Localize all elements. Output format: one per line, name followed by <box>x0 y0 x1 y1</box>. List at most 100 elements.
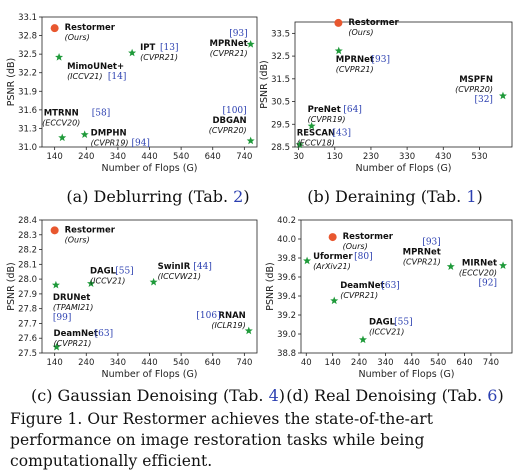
method-label: MimoUNet+(ICCV21) [14] <box>67 62 126 82</box>
method-venue: (CVPR20) <box>455 85 493 94</box>
y-tick-label: 31.0 <box>18 143 37 153</box>
method-citation: [63] <box>95 329 113 339</box>
method-citation: [94] <box>131 139 149 149</box>
method-citation: [106] <box>196 311 220 321</box>
y-tick-label: 31.5 <box>271 75 290 85</box>
method-name: SwinIR <box>158 262 191 272</box>
method-name: MSPFN <box>459 75 493 85</box>
y-tick-label: 27.7 <box>18 319 37 329</box>
method-label: RESCAN(ECCV18)[43] <box>297 129 351 148</box>
panel-caption-close: ) <box>477 187 483 206</box>
baseline-star-marker <box>149 277 158 286</box>
method-venue: (CVPR20) <box>209 126 247 135</box>
method-venue: (ECCV20) <box>459 269 497 278</box>
x-tick-label: 540 <box>173 358 189 368</box>
y-tick-label: 28.5 <box>271 143 290 153</box>
method-venue: (Ours) <box>343 242 368 251</box>
method-name: Restormer <box>65 225 116 235</box>
panel-caption: (a) Deblurring (Tab. 2) <box>66 187 249 206</box>
baseline-star-marker <box>246 40 255 48</box>
method-venue: (CVPR21) <box>336 65 374 74</box>
method-venue: (CVPR21) <box>403 258 441 267</box>
y-tick-label: 31.9 <box>18 87 37 97</box>
x-tick-label: 240 <box>78 358 94 368</box>
y-tick-label: 27.9 <box>18 290 37 300</box>
method-venue: (ICCV21) <box>90 277 125 286</box>
baseline-star-marker <box>87 279 95 287</box>
method-label: Restormer(Ours) <box>348 18 399 37</box>
method-citation: [14] <box>108 72 126 82</box>
method-citation: [93] <box>422 238 440 248</box>
panel-caption-text: (c) Gaussian Denoising (Tab. <box>31 386 269 405</box>
method-venue: (CVPR21) <box>340 291 378 300</box>
method-venue: (CVPR21) <box>54 339 92 348</box>
baseline-star-marker <box>51 280 60 289</box>
y-tick-label: 28.2 <box>18 246 37 256</box>
method-venue: (ICCVW21) <box>158 272 201 281</box>
method-citation: [58] <box>92 109 110 119</box>
y-tick-label: 27.8 <box>18 305 37 315</box>
method-venue: (Ours) <box>65 33 90 42</box>
x-tick-label: 140 <box>47 358 63 368</box>
x-tick-label: 140 <box>325 358 341 368</box>
x-tick-label: 740 <box>236 152 252 162</box>
method-citation: [99] <box>53 313 71 323</box>
method-venue: (ArXiv21) <box>313 262 351 271</box>
x-axis-label: Number of Flops (G) <box>355 163 451 174</box>
y-tick-label: 40.0 <box>277 235 296 245</box>
method-name: MPRNet <box>403 248 441 258</box>
y-tick-label: 39.0 <box>277 330 296 340</box>
figure-caption: Figure 1. Our Restormer achieves the sta… <box>10 409 516 472</box>
method-name: Uformer <box>313 252 353 262</box>
baseline-star-marker <box>55 53 64 61</box>
y-axis-label: PSNR (dB) <box>6 58 17 106</box>
y-tick-label: 32.5 <box>18 50 37 60</box>
y-axis-label: PSNR (dB) <box>259 60 270 108</box>
panel-caption-ref: 4 <box>269 386 279 405</box>
method-label: MPRNet(CVPR21)[93] <box>336 55 390 74</box>
y-tick-label: 33.1 <box>18 13 37 23</box>
baseline-star-marker <box>498 91 507 100</box>
method-citation: [55] <box>394 318 412 328</box>
method-label: MPRNet(CVPR21) [93] <box>403 238 441 267</box>
proposed-marker <box>328 233 337 242</box>
method-name: DAGL <box>369 318 396 328</box>
method-citation: [64] <box>343 105 361 115</box>
y-tick-label: 32.2 <box>18 69 37 79</box>
method-citation: [32] <box>474 95 492 105</box>
baseline-star-marker <box>58 133 67 142</box>
method-citation: [93] <box>372 55 390 65</box>
plot-frame <box>294 21 513 148</box>
proposed-marker <box>50 24 59 33</box>
panel-caption-ref: 1 <box>466 187 476 206</box>
y-tick-label: 30.5 <box>271 98 290 108</box>
panel-caption-ref: 2 <box>233 187 243 206</box>
method-venue: (CVPR21) <box>140 53 178 62</box>
y-tick-label: 32.8 <box>18 32 37 42</box>
y-tick-label: 38.8 <box>277 349 296 359</box>
y-tick-label: 39.2 <box>277 311 296 321</box>
method-name: DMPHN <box>91 129 127 139</box>
method-name: PreNet <box>308 105 341 115</box>
y-tick-label: 32.5 <box>271 52 290 62</box>
method-name: MTRNN <box>44 109 79 119</box>
chart-panel-2: 30 130 230 330 430 530 28.5 29.5 30.5 31.5 32.5 33.… <box>259 18 513 174</box>
method-name: DRUNet <box>53 293 90 303</box>
x-tick-label: 640 <box>456 358 472 368</box>
figure-caption-label: Figure 1. <box>10 410 83 428</box>
panel-caption-text: (d) Real Denoising (Tab. <box>286 386 487 405</box>
method-venue: (TPAMI21) <box>53 303 93 312</box>
y-tick-label: 40.2 <box>277 216 296 226</box>
method-venue: (Ours) <box>65 235 90 244</box>
method-name: DAGL <box>90 267 117 277</box>
x-tick-label: 340 <box>110 152 126 162</box>
method-label: DMPHN(CVPR19) [94] <box>91 129 150 149</box>
panel-caption: (d) Real Denoising (Tab. 6) <box>286 386 503 405</box>
x-tick-label: 740 <box>483 358 499 368</box>
method-name: DeamNet <box>54 329 98 339</box>
panel-caption-ref: 6 <box>487 386 497 405</box>
baseline-star-marker <box>307 121 316 130</box>
method-venue: (ECCV18) <box>297 139 335 148</box>
method-name: Restormer <box>343 232 394 242</box>
